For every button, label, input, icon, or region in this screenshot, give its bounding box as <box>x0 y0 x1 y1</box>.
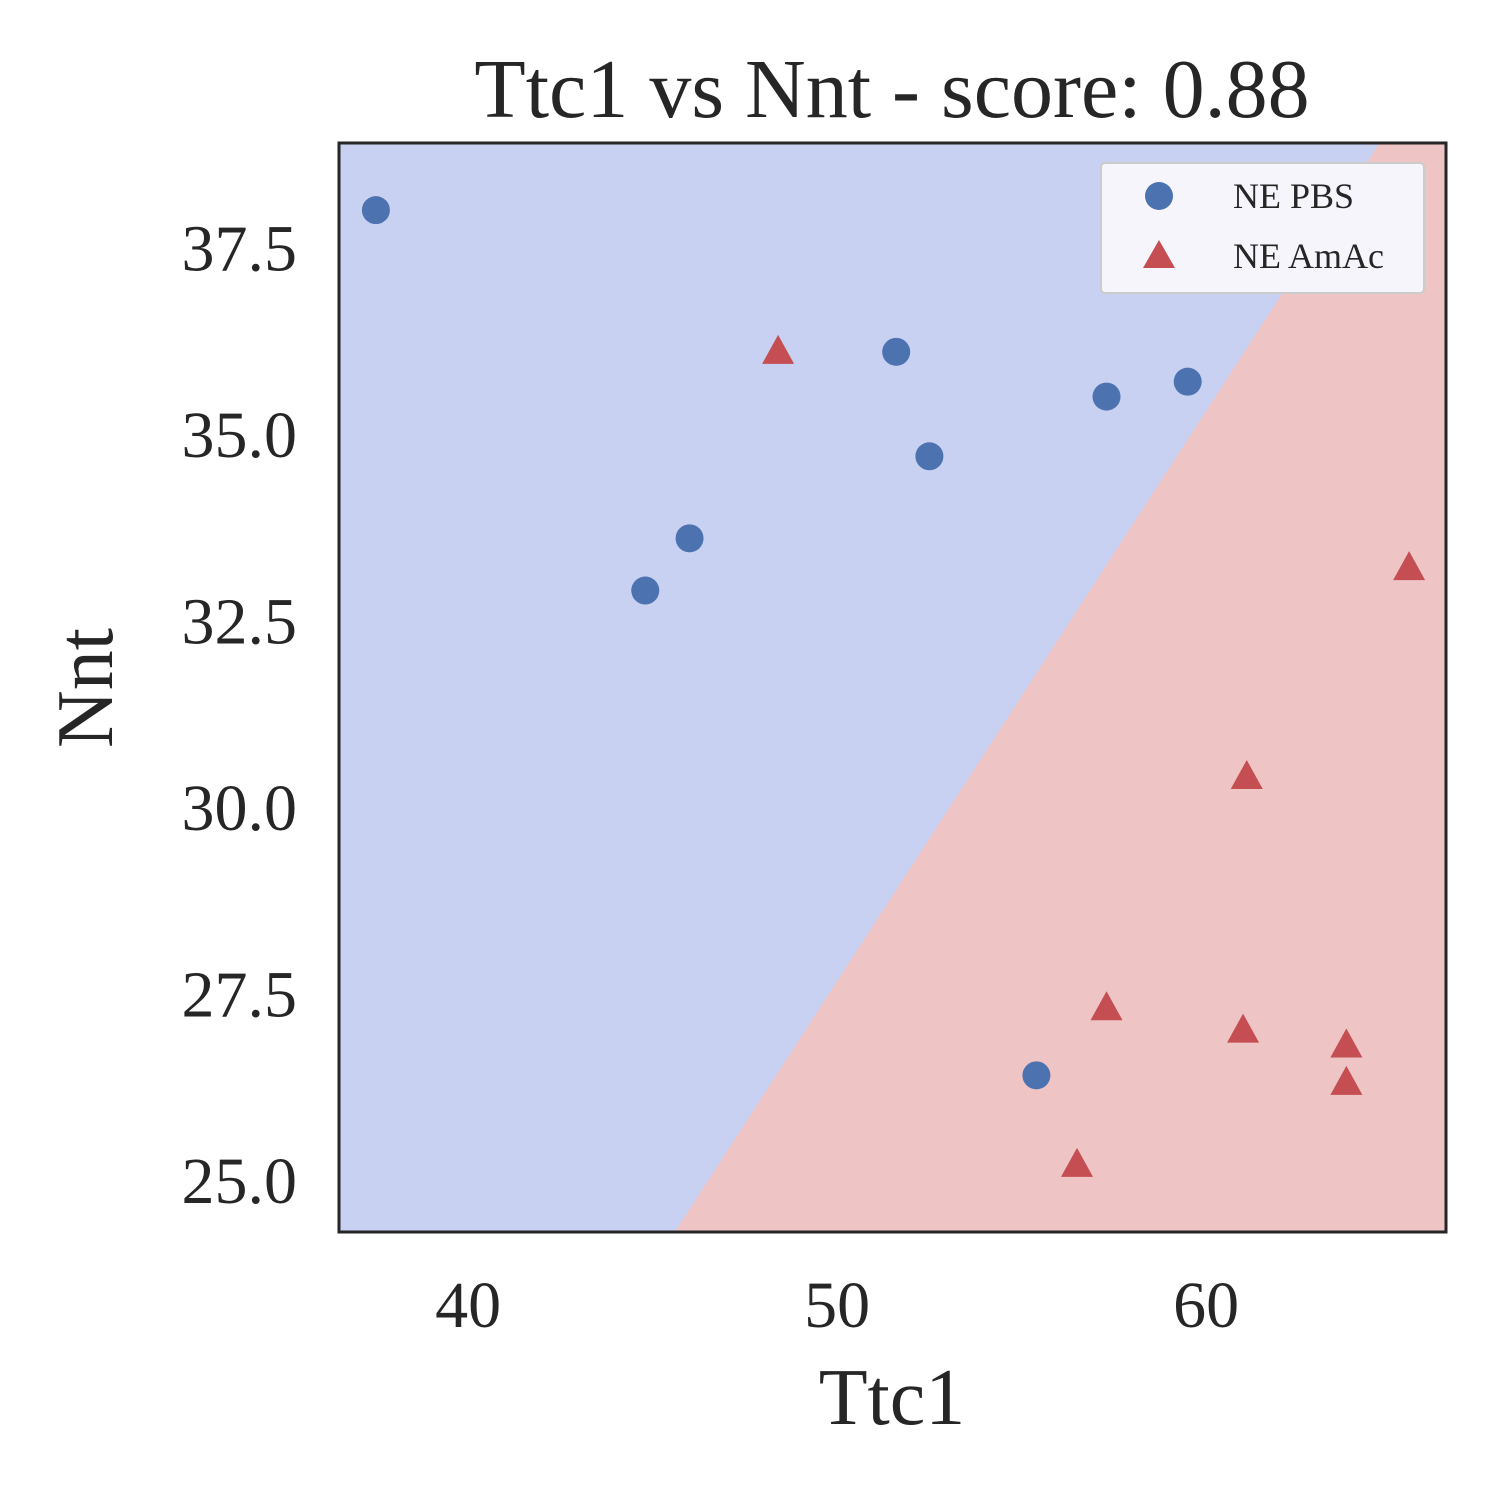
data-point-ne-pbs-7 <box>1173 367 1202 396</box>
plot-frame <box>337 141 1448 1234</box>
region-ne-amac <box>674 143 1446 1232</box>
data-point-ne-amac-2 <box>1393 551 1426 581</box>
legend-box <box>1100 162 1425 294</box>
legend-marker-ne-pbs <box>1145 182 1173 210</box>
legend-marker-ne-amac <box>1143 240 1175 268</box>
data-point-ne-amac-1 <box>762 334 795 364</box>
data-points <box>361 196 1426 1177</box>
y-axis-label: Nnt <box>42 628 130 748</box>
data-point-ne-pbs-1 <box>361 196 390 225</box>
data-point-ne-pbs-3 <box>675 524 704 553</box>
data-point-ne-pbs-8 <box>1022 1061 1051 1090</box>
data-point-ne-amac-8 <box>1061 1147 1093 1177</box>
data-point-ne-amac-5 <box>1227 1013 1260 1043</box>
data-point-ne-pbs-5 <box>915 442 944 471</box>
legend-label-ne-pbs: NE PBS <box>1233 176 1354 216</box>
y-tick-label-37.5: 37.5 <box>182 212 298 285</box>
x-tick-label-50: 50 <box>804 1269 870 1342</box>
y-tick-label-35.0: 35.0 <box>182 399 298 472</box>
data-point-ne-pbs-4 <box>882 337 911 366</box>
data-point-ne-pbs-6 <box>1092 382 1121 411</box>
decision-regions <box>339 143 1446 1232</box>
data-point-ne-amac-3 <box>1230 760 1263 790</box>
x-tick-label-60: 60 <box>1173 1269 1239 1342</box>
data-point-ne-amac-7 <box>1330 1065 1363 1095</box>
y-tick-label-27.5: 27.5 <box>182 958 298 1031</box>
x-axis-ticks: 40 50 60 <box>435 1269 1239 1342</box>
data-point-ne-pbs-2 <box>631 576 660 605</box>
legend: NE PBS NE AmAc <box>1100 162 1425 294</box>
legend-label-ne-amac: NE AmAc <box>1233 236 1384 276</box>
data-point-ne-amac-4 <box>1090 991 1123 1021</box>
chart-title: Ttc1 vs Nnt - score: 0.88 <box>474 43 1309 136</box>
y-tick-label-25.0: 25.0 <box>182 1145 298 1218</box>
y-axis-ticks: 25.0 27.5 30.0 32.5 35.0 37.5 <box>182 212 298 1217</box>
y-tick-label-30.0: 30.0 <box>182 772 298 845</box>
x-axis-label: Ttc1 <box>819 1354 966 1442</box>
x-tick-label-40: 40 <box>435 1269 501 1342</box>
y-tick-label-32.5: 32.5 <box>182 585 298 658</box>
data-point-ne-amac-6 <box>1330 1028 1363 1058</box>
